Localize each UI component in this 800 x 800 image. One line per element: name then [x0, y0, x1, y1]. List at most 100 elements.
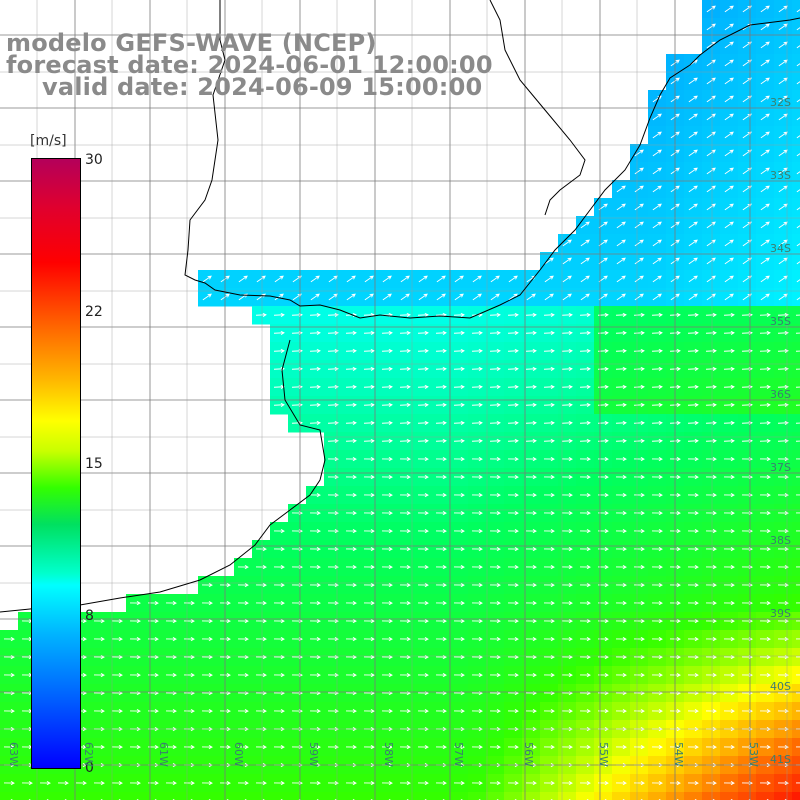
field-cell [342, 792, 361, 800]
wind-arrow [760, 77, 770, 85]
wind-arrow [543, 582, 555, 588]
wind-arrow [417, 528, 429, 534]
wind-arrow [363, 420, 375, 425]
wind-arrow [633, 546, 645, 552]
wind-arrow [471, 492, 483, 498]
wind-arrow [363, 618, 375, 624]
latitude-label: 35S [770, 315, 791, 328]
wind-arrow [399, 708, 411, 714]
wind-arrow [687, 510, 699, 516]
wind-arrow [471, 600, 483, 606]
wind-arrow [634, 149, 644, 157]
wind-arrow [724, 59, 734, 67]
wind-arrow [760, 95, 770, 103]
wind-arrow [795, 494, 800, 496]
field-cell [162, 792, 181, 800]
wind-arrow [687, 600, 699, 606]
wind-arrow [273, 618, 285, 624]
wind-arrow [453, 546, 465, 552]
field-cell [648, 792, 667, 800]
wind-arrow [795, 602, 800, 604]
wind-arrow [237, 636, 249, 642]
wind-arrow [724, 41, 734, 49]
wind-arrow [724, 239, 734, 247]
wind-arrow [723, 780, 735, 786]
wind-arrow [309, 546, 321, 552]
wind-arrow [706, 113, 716, 121]
wind-arrow [723, 528, 735, 534]
wind-arrow [687, 564, 699, 570]
wind-arrow [705, 330, 717, 335]
wind-arrow [453, 780, 465, 786]
wind-arrow [651, 492, 663, 498]
wind-arrow [705, 636, 717, 642]
wind-arrow [543, 366, 555, 371]
wind-arrow [345, 456, 357, 462]
field-cell [378, 792, 397, 800]
wind-arrow [435, 384, 447, 389]
wind-arrow [543, 456, 555, 462]
wind-arrow [651, 564, 663, 570]
wind-arrow [489, 510, 501, 516]
wind-arrow [759, 456, 771, 462]
wind-arrow [237, 780, 249, 786]
wind-arrow [507, 384, 519, 389]
wind-arrow [453, 348, 465, 353]
wind-arrow [705, 474, 717, 480]
field-cell [108, 792, 127, 800]
wind-arrow [327, 474, 339, 480]
wind-arrow [381, 582, 393, 588]
wind-arrow [255, 744, 267, 750]
wind-arrow [273, 330, 285, 335]
wind-arrow [364, 293, 374, 301]
wind-arrow [796, 261, 800, 265]
wind-arrow [795, 458, 800, 460]
field-cell [288, 792, 307, 800]
wind-arrow [543, 618, 555, 624]
wind-arrow [165, 708, 177, 714]
wind-arrow [724, 95, 734, 103]
wind-arrow [489, 564, 501, 570]
wind-arrow [615, 474, 627, 480]
wind-arrow [760, 221, 770, 229]
field-cell [792, 144, 800, 163]
wind-arrow [309, 348, 321, 353]
wind-arrow [381, 528, 393, 534]
wind-arrow [183, 672, 195, 678]
field-cell [756, 792, 775, 800]
wind-arrow [21, 780, 33, 786]
wind-arrow [165, 744, 177, 750]
wind-arrow [616, 221, 626, 229]
wind-arrow [309, 744, 321, 750]
wind-arrow [363, 780, 375, 786]
wind-arrow [525, 510, 537, 516]
wind-arrow [471, 474, 483, 480]
wind-arrow [759, 366, 771, 371]
wind-arrow [399, 492, 411, 498]
wind-arrow [399, 438, 411, 443]
wind-arrow [634, 275, 644, 283]
wind-arrow [760, 113, 770, 121]
wind-arrow [633, 780, 645, 786]
wind-arrow [453, 456, 465, 462]
wind-arrow [759, 708, 771, 714]
wind-arrow [399, 636, 411, 642]
wind-arrow [777, 672, 789, 678]
wind-arrow [651, 780, 663, 786]
wind-arrow [417, 564, 429, 570]
wind-arrow [759, 402, 771, 407]
wind-arrow [417, 492, 429, 498]
wind-arrow [615, 456, 627, 462]
wind-arrow [345, 528, 357, 534]
wind-arrow [273, 744, 285, 750]
wind-arrow [381, 330, 393, 335]
wind-arrow [795, 746, 800, 748]
wind-arrow [418, 275, 428, 283]
wind-arrow [399, 348, 411, 353]
wind-arrow [471, 384, 483, 389]
wind-arrow [3, 744, 15, 750]
wind-arrow [579, 456, 591, 462]
wind-arrow [633, 474, 645, 480]
wind-arrow [723, 744, 735, 750]
wind-arrow [777, 564, 789, 570]
